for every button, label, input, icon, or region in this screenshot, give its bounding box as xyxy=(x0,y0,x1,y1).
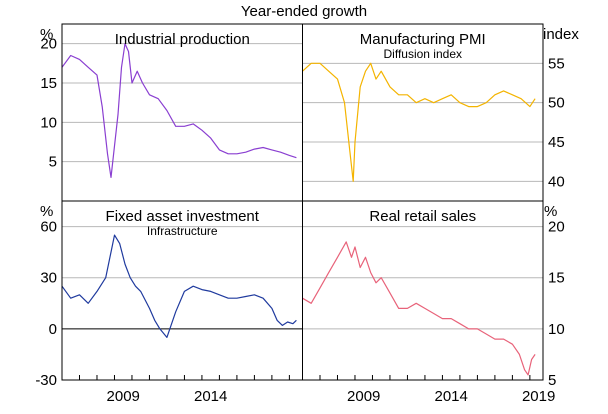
series-line xyxy=(61,234,297,338)
panel-title: Manufacturing PMI xyxy=(360,31,486,48)
series-line xyxy=(302,241,536,376)
y-tick-label: 45 xyxy=(548,134,565,151)
figure-title: Year-ended growth xyxy=(241,3,367,20)
y-tick-label: -30 xyxy=(35,372,57,389)
panel-title: Real retail sales xyxy=(369,208,476,225)
unit-label: index xyxy=(543,26,579,43)
y-tick-label: 10 xyxy=(40,114,57,131)
x-tick-label: 2009 xyxy=(107,388,140,405)
unit-label: % xyxy=(40,26,53,43)
x-tick-label: 2009 xyxy=(347,388,380,405)
y-tick-label: 60 xyxy=(40,219,57,236)
y-tick-label: 20 xyxy=(548,219,565,236)
y-tick-label: 20 xyxy=(40,36,57,53)
y-tick-label: 50 xyxy=(548,95,565,112)
y-tick-label: 5 xyxy=(548,372,556,389)
y-tick-label: 30 xyxy=(40,270,57,287)
y-tick-label: 55 xyxy=(548,55,565,72)
y-tick-label: 5 xyxy=(49,154,57,171)
panel-title: Fixed asset investment xyxy=(106,208,260,225)
x-tick-label: 2014 xyxy=(194,388,227,405)
x-tick-label: 2014 xyxy=(434,388,467,405)
unit-label: % xyxy=(40,203,53,220)
panel-subtitle: Diffusion index xyxy=(384,47,463,61)
unit-label: % xyxy=(544,203,557,220)
label-layer: Industrial production Manufacturing PMIDi… xyxy=(106,31,486,238)
series-layer xyxy=(61,43,536,376)
x-tick-label: 2019 xyxy=(522,388,555,405)
series-line xyxy=(61,43,297,178)
panel-subtitle: Infrastructure xyxy=(147,224,218,238)
y-tick-label: 0 xyxy=(49,321,57,338)
panel-title: Industrial production xyxy=(115,31,250,48)
series-line xyxy=(302,62,536,182)
axis-layer: 5 10 15 20% 40 45 50 55 index -30 0 30 60% 5 10 15 20% 20… xyxy=(35,26,579,405)
y-tick-label: 15 xyxy=(40,75,57,92)
y-tick-label: 40 xyxy=(548,173,565,190)
grid-layer xyxy=(62,43,543,330)
y-tick-label: 10 xyxy=(548,321,565,338)
y-tick-label: 15 xyxy=(548,270,565,287)
